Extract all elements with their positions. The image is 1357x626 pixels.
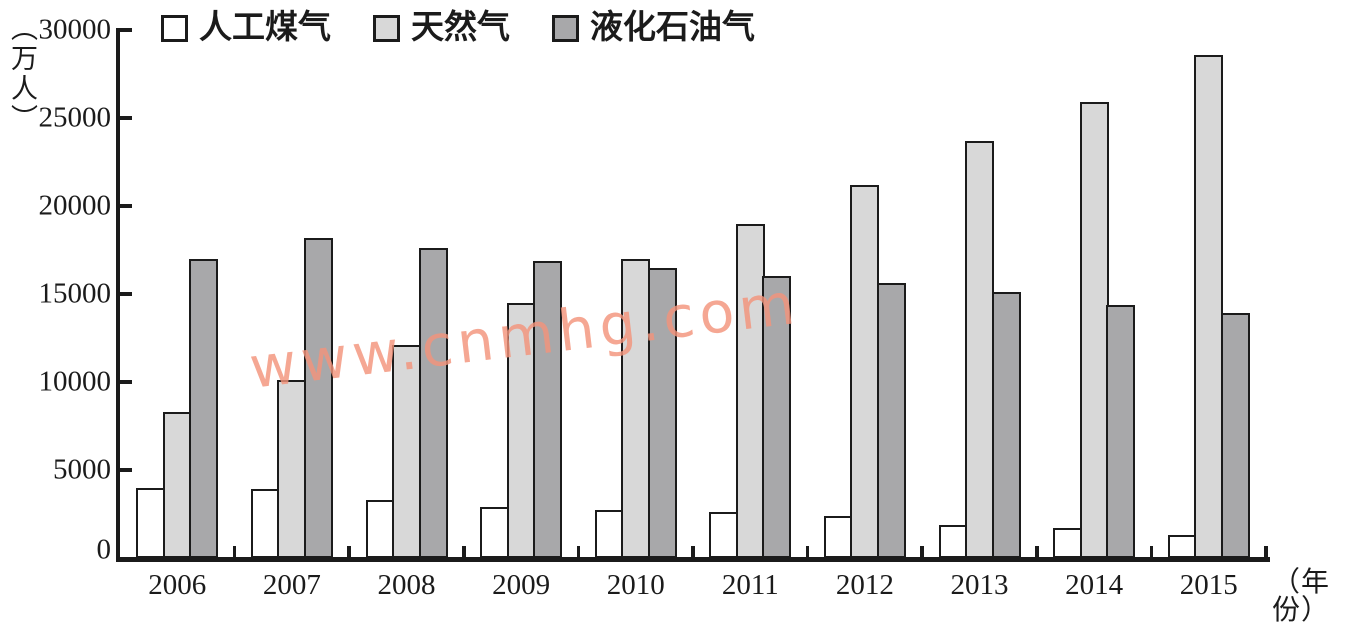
bar-2007-series-0 bbox=[250, 489, 280, 558]
x-tick-label-2009: 2009 bbox=[492, 569, 551, 601]
bar-2008-series-0 bbox=[365, 499, 395, 558]
y-tick-label: 30000 bbox=[38, 13, 112, 46]
x-tick-mark bbox=[462, 546, 466, 557]
y-tick-label: 20000 bbox=[38, 189, 112, 222]
y-tick-label: 0 bbox=[96, 533, 112, 566]
x-tick-label-2011: 2011 bbox=[721, 569, 779, 601]
y-tick-mark bbox=[120, 204, 132, 208]
legend-swatch-1 bbox=[373, 15, 400, 42]
y-tick-label: 5000 bbox=[53, 453, 111, 486]
bar-2011-series-1 bbox=[735, 223, 765, 558]
y-tick-mark bbox=[120, 28, 132, 32]
x-axis-line bbox=[116, 557, 1270, 562]
legend-swatch-0 bbox=[161, 15, 188, 42]
y-axis-title: （万人） bbox=[7, 14, 37, 134]
x-tick-label-2015: 2015 bbox=[1179, 569, 1238, 601]
bar-2012-series-0 bbox=[823, 515, 853, 558]
bar-2014-series-0 bbox=[1053, 528, 1083, 558]
bar-2007-series-1 bbox=[277, 380, 307, 558]
x-tick-label-2007: 2007 bbox=[262, 569, 321, 601]
bar-2006-series-1 bbox=[162, 411, 192, 558]
bar-2012-series-2 bbox=[876, 283, 906, 558]
bar-2010-series-2 bbox=[647, 267, 677, 558]
bar-2008-series-2 bbox=[418, 248, 448, 558]
y-axis-line bbox=[116, 28, 120, 562]
x-tick-mark bbox=[347, 546, 351, 557]
bar-2015-series-1 bbox=[1194, 54, 1224, 558]
bar-2009-series-2 bbox=[533, 260, 563, 558]
bar-2008-series-1 bbox=[392, 345, 421, 558]
bar-2014-series-2 bbox=[1106, 304, 1136, 558]
legend-swatch-2 bbox=[552, 15, 579, 42]
bar-2014-series-1 bbox=[1079, 102, 1109, 558]
y-tick-mark bbox=[120, 116, 132, 120]
x-tick-label-2010: 2010 bbox=[606, 569, 665, 601]
y-tick-mark bbox=[120, 292, 132, 296]
y-tick-label: 10000 bbox=[38, 365, 112, 398]
bar-2006-series-2 bbox=[189, 258, 219, 558]
x-tick-label-2008: 2008 bbox=[377, 569, 436, 601]
bar-2010-series-1 bbox=[621, 258, 651, 558]
x-tick-mark bbox=[232, 546, 237, 557]
x-tick-mark bbox=[691, 546, 695, 557]
legend-item-0: 人工煤气 bbox=[161, 12, 331, 45]
x-tick-mark bbox=[920, 546, 924, 557]
bar-2015-series-2 bbox=[1220, 313, 1250, 558]
bar-2013-series-0 bbox=[938, 524, 968, 558]
legend-label-2: 液化石油气 bbox=[590, 10, 755, 46]
bar-2011-series-2 bbox=[762, 276, 792, 558]
x-tick-mark bbox=[1264, 546, 1268, 557]
bar-2011-series-0 bbox=[709, 512, 739, 558]
bar-2006-series-0 bbox=[136, 487, 166, 558]
x-axis-title: （年份） bbox=[1272, 567, 1331, 626]
y-tick-label: 15000 bbox=[38, 277, 112, 310]
chart-area: （万人） 0 5000 10000 15000 20000 25000 30000 2006… bbox=[7, 12, 1329, 625]
x-tick-mark bbox=[1035, 546, 1039, 557]
y-tick-mark bbox=[120, 380, 132, 384]
bar-2012-series-1 bbox=[850, 184, 880, 558]
bar-2010-series-0 bbox=[594, 510, 624, 558]
bar-2015-series-0 bbox=[1167, 535, 1197, 558]
bar-2007-series-2 bbox=[303, 237, 333, 558]
bar-2013-series-1 bbox=[965, 140, 994, 558]
legend-item-2: 液化石油气 bbox=[552, 12, 755, 45]
legend-item-1: 天然气 bbox=[373, 12, 510, 45]
legend-label-0: 人工煤气 bbox=[199, 10, 331, 46]
x-tick-label-2014: 2014 bbox=[1065, 569, 1124, 601]
y-tick-label: 25000 bbox=[38, 101, 112, 134]
legend: 人工煤气 天然气 液化石油气 bbox=[161, 12, 755, 45]
x-tick-label-2006: 2006 bbox=[148, 569, 207, 601]
bar-2009-series-1 bbox=[506, 302, 536, 558]
x-tick-mark bbox=[576, 546, 581, 557]
legend-label-1: 天然气 bbox=[411, 10, 510, 46]
y-tick-mark bbox=[120, 468, 132, 472]
bar-2009-series-0 bbox=[480, 506, 510, 558]
bar-2013-series-2 bbox=[991, 292, 1021, 558]
x-tick-label-2013: 2013 bbox=[950, 569, 1009, 601]
x-tick-label-2012: 2012 bbox=[835, 569, 894, 601]
x-tick-mark bbox=[805, 546, 810, 557]
x-tick-mark bbox=[1149, 546, 1154, 557]
